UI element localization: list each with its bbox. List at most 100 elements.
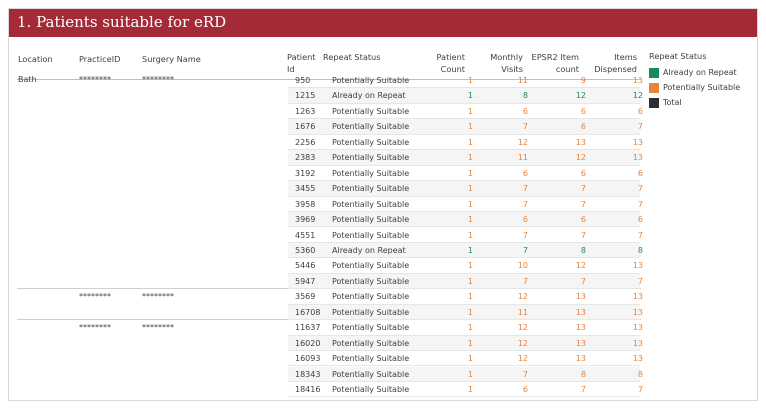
items-dispensed-cell: 13	[632, 153, 643, 163]
monthly-visits-cell: 12	[517, 323, 528, 333]
table-row[interactable]: 5947 Potentially Suitable 1 7 7 7	[288, 273, 643, 290]
table-row[interactable]: 3969 Potentially Suitable 1 6 6 6	[288, 212, 643, 228]
items-dispensed-cell: 7	[637, 199, 643, 209]
practice-id-cell: ********	[79, 323, 111, 332]
legend-swatch	[649, 67, 659, 78]
patient-id-cell: 1215	[295, 91, 316, 101]
legend: Repeat Status Already on Repeat Potentia…	[649, 51, 740, 110]
monthly-visits-cell: 6	[522, 385, 528, 394]
patient-count-cell: 1	[467, 323, 473, 333]
table-row[interactable]: 5360 Already on Repeat 1 7 8 8	[288, 242, 643, 259]
epsr2-count-cell: 12	[575, 261, 586, 271]
items-dispensed-cell: 6	[637, 215, 643, 225]
header-patient-id[interactable]: Patient Id	[287, 51, 316, 75]
epsr2-count-cell: 9	[580, 76, 586, 85]
legend-item-potentially-suitable[interactable]: Potentially Suitable	[649, 80, 740, 95]
patient-id-cell: 18343	[295, 369, 321, 379]
table-row[interactable]: 3455 Potentially Suitable 1 7 7 7	[288, 181, 643, 197]
header-monthly-visits[interactable]: Monthly Visits	[471, 51, 523, 75]
monthly-visits-cell: 12	[517, 338, 528, 348]
monthly-visits-cell: 7	[522, 369, 528, 379]
header-repeat-status[interactable]: Repeat Status	[323, 52, 381, 62]
repeat-status-cell: Already on Repeat	[332, 245, 406, 255]
header-monthly-visits-line1: Monthly	[490, 52, 523, 62]
monthly-visits-cell: 7	[522, 276, 528, 286]
table-row[interactable]: 3192 Potentially Suitable 1 6 6 6	[288, 166, 643, 182]
legend-swatch	[649, 82, 659, 93]
table-row[interactable]: 950 Potentially Suitable 1 11 9 13	[288, 73, 643, 89]
items-dispensed-cell: 13	[632, 261, 643, 271]
patient-count-cell: 1	[467, 122, 473, 132]
table-row[interactable]: 2383 Potentially Suitable 1 11 12 13	[288, 150, 643, 166]
table-row[interactable]: 5446 Potentially Suitable 1 10 12 13	[288, 258, 643, 274]
surgery-name-cell: ********	[142, 323, 174, 332]
patient-id-cell: 3192	[295, 168, 316, 178]
legend-item-total[interactable]: Total	[649, 95, 740, 110]
header-epsr2-count[interactable]: EPSR2 Item count	[521, 51, 579, 75]
patient-count-cell: 1	[467, 292, 473, 302]
patient-id-cell: 5360	[295, 245, 316, 255]
header-items-line1: Items	[614, 52, 637, 62]
epsr2-count-cell: 13	[575, 338, 586, 348]
table-row[interactable]: 16020 Potentially Suitable 1 12 13 13	[288, 335, 643, 352]
items-dispensed-cell: 6	[637, 106, 643, 116]
epsr2-count-cell: 13	[575, 137, 586, 147]
table-row[interactable]: 1215 Already on Repeat 1 8 12 12	[288, 88, 643, 104]
epsr2-count-cell: 13	[575, 354, 586, 364]
header-surgery-name[interactable]: Surgery Name	[142, 54, 201, 64]
table-row[interactable]: 3569 Potentially Suitable 1 12 13 13	[288, 289, 643, 305]
header-items-line2: Dispensed	[594, 64, 637, 74]
table-row[interactable]: 16708 Potentially Suitable 1 11 13 13	[288, 304, 643, 321]
items-dispensed-cell: 13	[632, 76, 643, 85]
patient-count-cell: 1	[467, 385, 473, 394]
monthly-visits-cell: 7	[522, 245, 528, 255]
patient-id-cell: 16093	[295, 354, 321, 364]
patient-id-cell: 950	[295, 76, 311, 85]
table-row[interactable]: 18416 Potentially Suitable 1 6 7 7	[288, 382, 643, 398]
table-row[interactable]: 1263 Potentially Suitable 1 6 6 6	[288, 104, 643, 120]
monthly-visits-cell: 12	[517, 292, 528, 302]
monthly-visits-cell: 11	[517, 153, 528, 163]
monthly-visits-cell: 11	[517, 307, 528, 317]
items-dispensed-cell: 8	[637, 245, 643, 255]
header-items-dispensed[interactable]: Items Dispensed	[583, 51, 637, 75]
items-dispensed-cell: 13	[632, 137, 643, 147]
header-epsr2-line2: count	[555, 64, 579, 74]
patient-id-cell: 16020	[295, 338, 321, 348]
practice-id-cell: ********	[79, 292, 111, 301]
header-practice-id[interactable]: PracticeID	[79, 54, 121, 64]
patient-id-cell: 4551	[295, 230, 316, 240]
patient-id-cell: 18416	[295, 385, 321, 394]
items-dispensed-cell: 8	[637, 369, 643, 379]
table-row[interactable]: 3958 Potentially Suitable 1 7 7 7	[288, 197, 643, 212]
legend-item-already-on-repeat[interactable]: Already on Repeat	[649, 65, 740, 80]
monthly-visits-cell: 7	[522, 199, 528, 209]
patient-count-cell: 1	[467, 338, 473, 348]
table-row[interactable]: 2256 Potentially Suitable 1 12 13 13	[288, 135, 643, 151]
items-dispensed-cell: 12	[632, 91, 643, 101]
table-row[interactable]: 4551 Potentially Suitable 1 7 7 7	[288, 228, 643, 243]
repeat-status-cell: Potentially Suitable	[332, 261, 410, 271]
header-patient-id-line1: Patient	[287, 52, 316, 62]
patient-count-cell: 1	[467, 369, 473, 379]
table-row[interactable]: 1676 Potentially Suitable 1 7 6 7	[288, 119, 643, 135]
header-patient-count[interactable]: Patient Count	[413, 51, 465, 75]
header-location[interactable]: Location	[18, 54, 53, 64]
surgery-name-cell: ********	[142, 75, 174, 84]
epsr2-count-cell: 7	[580, 230, 586, 240]
table-row[interactable]: 11637 Potentially Suitable 1 12 13 13	[288, 320, 643, 336]
patient-count-cell: 1	[467, 245, 473, 255]
patient-id-cell: 3455	[295, 184, 316, 194]
table-row[interactable]: 18343 Potentially Suitable 1 7 8 8	[288, 366, 643, 382]
table-row[interactable]: 16093 Potentially Suitable 1 12 13 13	[288, 351, 643, 367]
title-bar: 1. Patients suitable for eRD	[9, 9, 757, 37]
items-dispensed-cell: 7	[637, 385, 643, 394]
monthly-visits-cell: 7	[522, 230, 528, 240]
epsr2-count-cell: 6	[580, 215, 586, 225]
patient-count-cell: 1	[467, 153, 473, 163]
repeat-status-cell: Potentially Suitable	[332, 369, 410, 379]
repeat-status-cell: Potentially Suitable	[332, 137, 410, 147]
items-dispensed-cell: 13	[632, 338, 643, 348]
epsr2-count-cell: 7	[580, 385, 586, 394]
repeat-status-cell: Potentially Suitable	[332, 354, 410, 364]
